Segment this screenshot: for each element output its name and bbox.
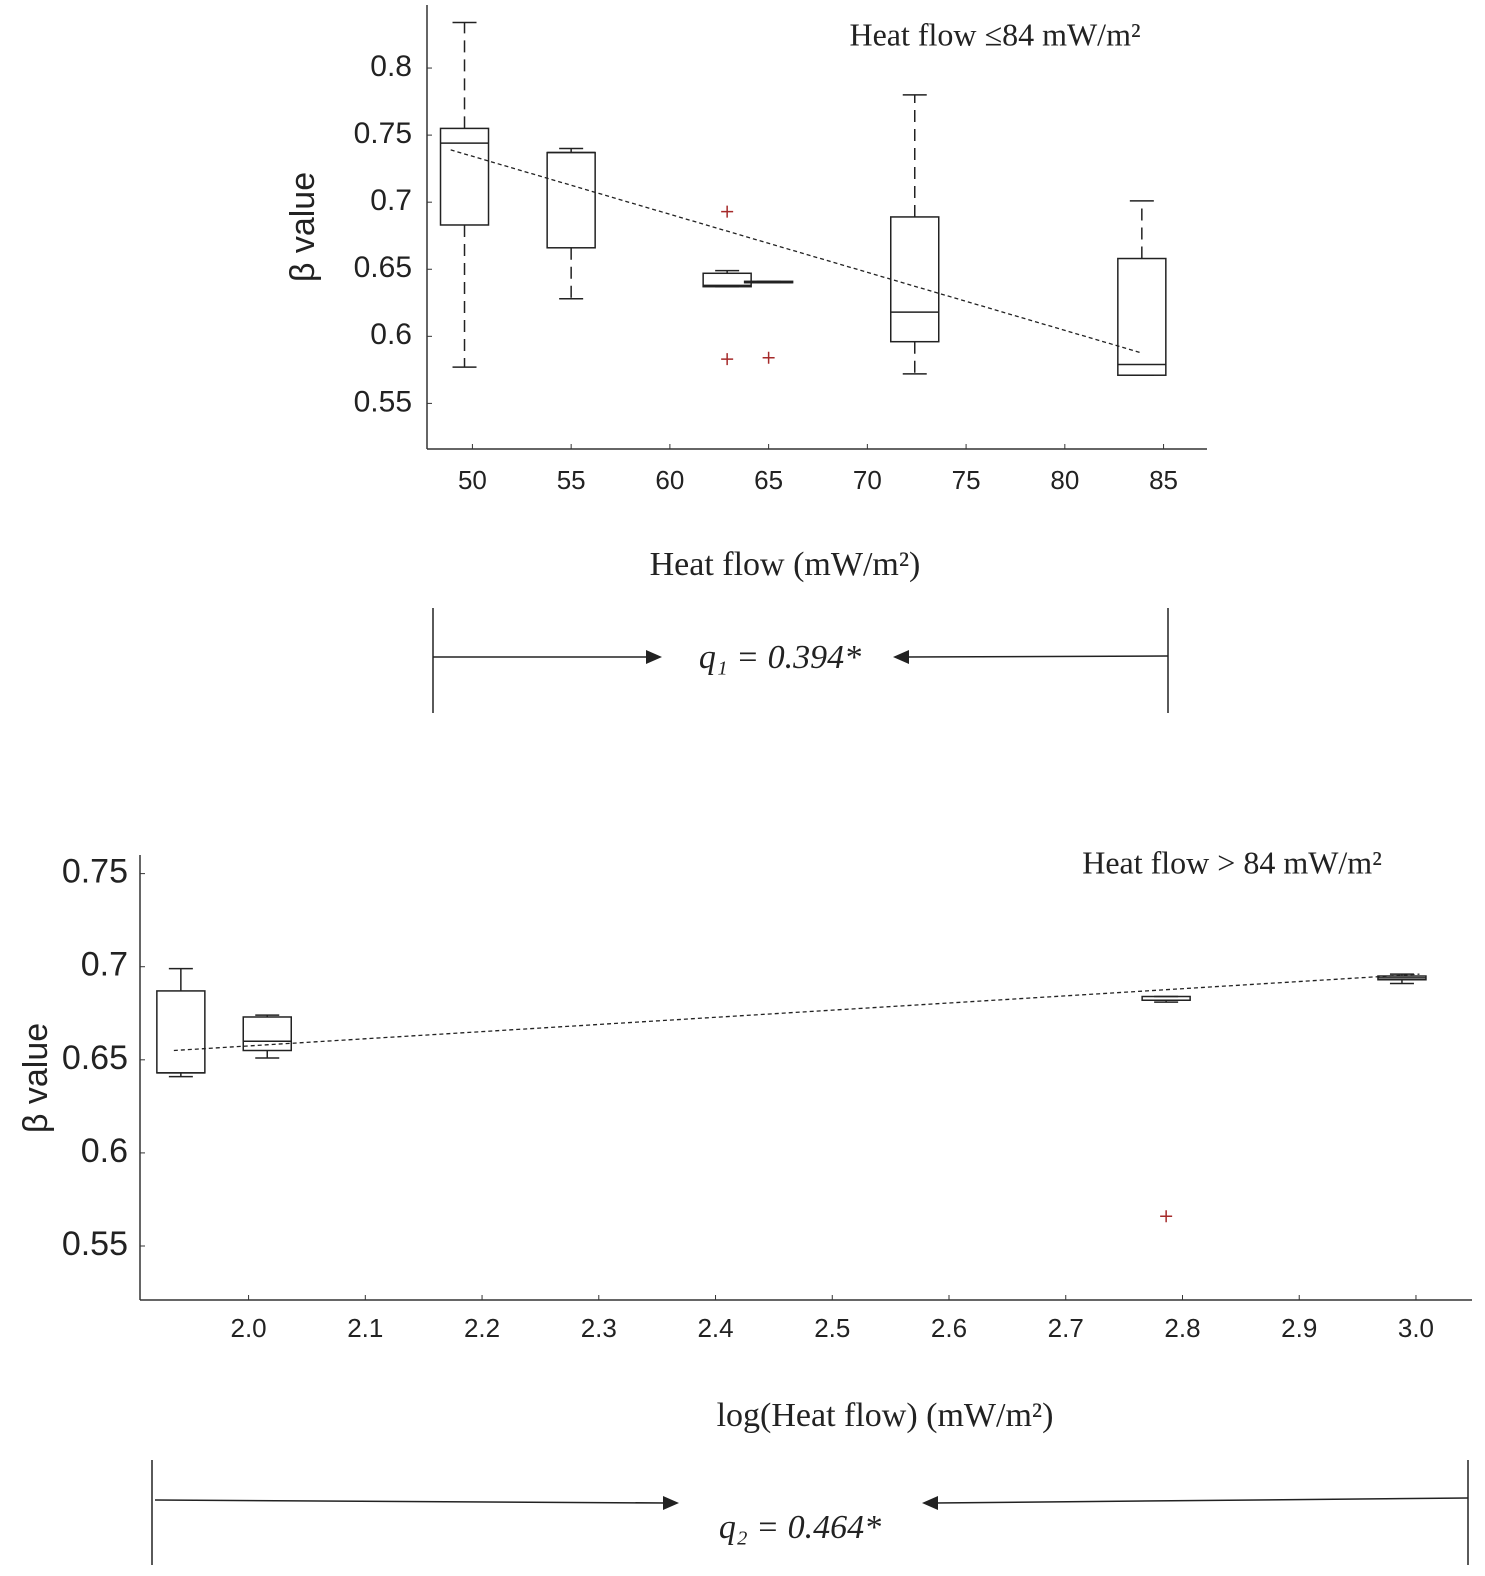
- box: [546, 151, 596, 249]
- box: [889, 216, 940, 343]
- y-tick-label: 0.65: [354, 251, 412, 284]
- bracket-top: [432, 608, 1169, 713]
- box: [702, 272, 752, 288]
- outlier: [1160, 1210, 1173, 1223]
- x-tick-label: 2.4: [697, 1313, 733, 1343]
- statistic: q₁ = 0.394*: [699, 639, 861, 676]
- y-tick-label: 0.6: [81, 1132, 128, 1170]
- x-axis-label: Heat flow (mW/m²): [650, 546, 921, 583]
- x-tick-label: 80: [1050, 465, 1079, 495]
- outlier: [721, 353, 734, 366]
- y-tick-label: 0.7: [370, 184, 412, 217]
- x-tick-label: 70: [853, 465, 882, 495]
- x-tick-label: 2.2: [464, 1313, 500, 1343]
- x-tick-label: 3.0: [1398, 1313, 1434, 1343]
- bracket-bottom: [151, 1460, 1469, 1565]
- x-tick-label: 50: [458, 465, 487, 495]
- x-tick-label: 2.8: [1164, 1313, 1200, 1343]
- x-tick-label: 2.0: [230, 1313, 266, 1343]
- box: [156, 990, 206, 1074]
- x-tick-label: 75: [952, 465, 981, 495]
- x-tick-label: 65: [754, 465, 783, 495]
- x-tick-label: 2.3: [581, 1313, 617, 1343]
- y-axis-label: β value: [284, 172, 322, 282]
- x-tick-label: 55: [557, 465, 586, 495]
- x-tick-label: 2.6: [931, 1313, 967, 1343]
- x-tick-label: 60: [655, 465, 684, 495]
- box: [439, 127, 490, 226]
- box: [242, 1016, 292, 1052]
- y-tick-label: 0.8: [370, 50, 412, 83]
- x-axis-label: log(Heat flow) (mW/m²): [717, 1397, 1054, 1434]
- y-axis-label: β value: [17, 1023, 55, 1133]
- y-tick-label: 0.7: [81, 946, 128, 984]
- x-tick-label: 2.1: [347, 1313, 383, 1343]
- trend-line: [450, 149, 1141, 354]
- annotation: Heat flow > 84 mW/m²: [1082, 844, 1382, 880]
- annotation: Heat flow ≤84 mW/m²: [849, 16, 1140, 52]
- y-tick-label: 0.75: [354, 117, 412, 150]
- y-tick-label: 0.55: [62, 1225, 128, 1263]
- box: [1117, 257, 1167, 376]
- x-tick-label: 2.9: [1281, 1313, 1317, 1343]
- outlier: [762, 351, 775, 364]
- x-tick-label: 2.7: [1048, 1313, 1084, 1343]
- x-tick-label: 2.5: [814, 1313, 850, 1343]
- y-tick-label: 0.55: [354, 385, 412, 418]
- trend-line: [173, 973, 1420, 1052]
- y-tick-label: 0.6: [370, 318, 412, 351]
- y-tick-label: 0.65: [62, 1039, 128, 1077]
- y-tick-label: 0.75: [62, 853, 128, 891]
- x-tick-label: 85: [1149, 465, 1178, 495]
- statistic: q₂ = 0.464*: [719, 1509, 881, 1546]
- outlier: [721, 205, 734, 218]
